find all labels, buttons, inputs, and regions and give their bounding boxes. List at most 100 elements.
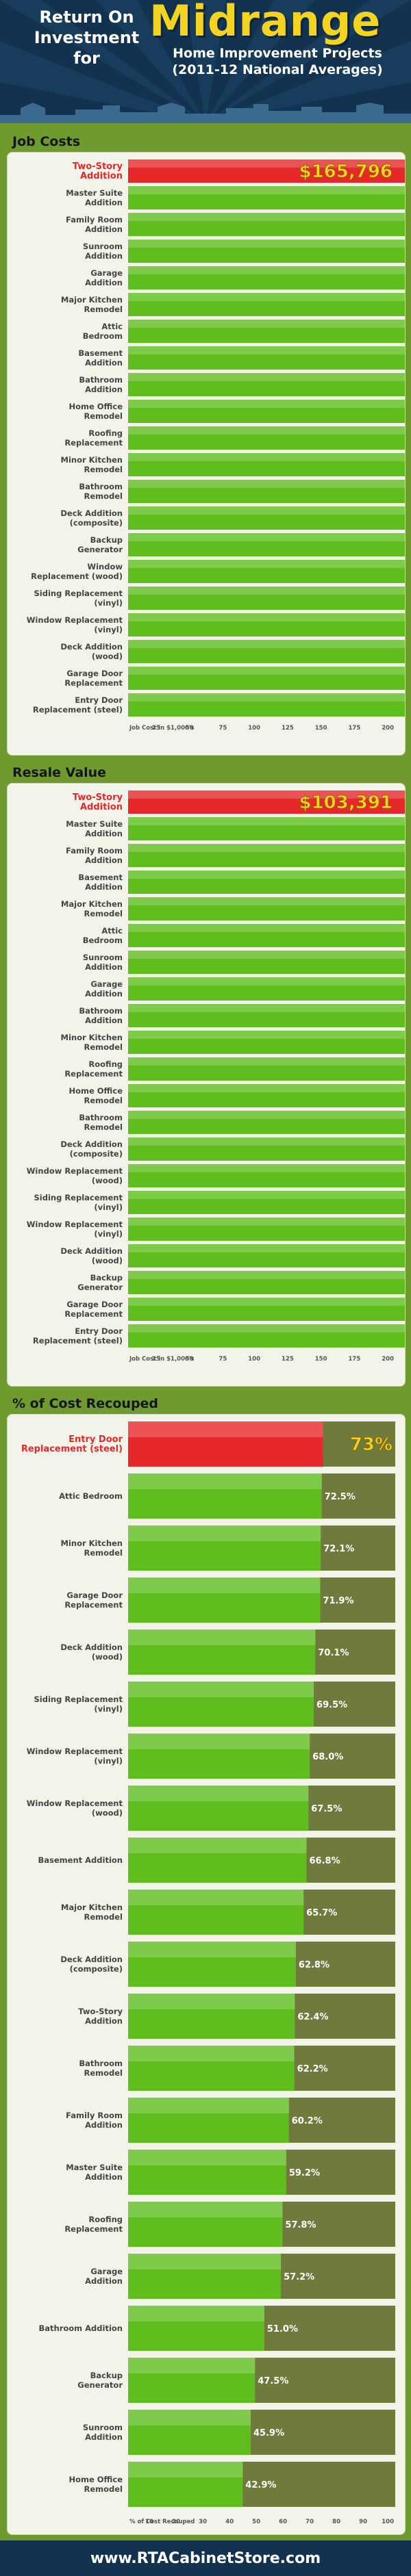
bar: [128, 951, 405, 974]
bar-shine: [128, 346, 405, 355]
bar-shine: [128, 2150, 286, 2166]
bar: [128, 293, 405, 316]
bar-shine: [128, 2462, 243, 2478]
bar-shine: [128, 817, 405, 825]
bar-shine: [128, 951, 405, 959]
category-label: Siding Replacement: [34, 1193, 123, 1202]
category-label: Addition: [85, 1016, 123, 1025]
chart-row: Deck Addition(wood)$ 10,350: [60, 640, 405, 663]
category-label: (wood): [92, 1176, 123, 1185]
bar-shine: [128, 924, 405, 932]
category-label: Remodel: [84, 465, 123, 474]
bar-shine: [128, 480, 405, 488]
category-label: Entry Door: [75, 1326, 123, 1336]
category-label: Window Replacement: [27, 1220, 123, 1229]
category-label: Replacement: [64, 1069, 123, 1079]
category-label: Generator: [77, 545, 123, 554]
chart-row: Deck Addition(wood)$ 7,259: [60, 1244, 405, 1267]
chart-row: Deck Addition(wood) 70.1%: [60, 1630, 395, 1675]
category-label: Garage Door: [66, 1590, 123, 1600]
bar-shine: [128, 240, 405, 248]
bar: [128, 1890, 304, 1935]
chart-row: Deck Addition(composite)$ 15,579: [60, 506, 405, 530]
category-label: Bathroom Addition: [38, 2323, 123, 2333]
chart-row: Siding Replacement(vinyl)$ 11,729: [34, 587, 405, 610]
bar-shine: [128, 587, 405, 595]
category-label: (wood): [92, 1652, 123, 1662]
category-label: (composite): [70, 1149, 123, 1159]
category-label: Deck Addition: [60, 1643, 123, 1652]
category-label: Attic Bedroom: [59, 1491, 123, 1501]
category-label: Family Room: [66, 846, 123, 855]
bar: [128, 693, 405, 717]
category-label: (wood): [92, 652, 123, 661]
footer-url-text: www.RTACabinetStore.com: [90, 2550, 321, 2567]
value-label: 66.8%: [310, 1856, 340, 1866]
bar: [128, 400, 405, 423]
header-subtitle-line1: Home Improvement Projects: [173, 46, 382, 61]
axis-tick-label: 30: [199, 2519, 207, 2525]
bar-shine: [128, 1324, 405, 1332]
category-label: Sunroom: [83, 2423, 123, 2432]
bar-shine: [128, 1218, 405, 1226]
bar-shine: [128, 1137, 405, 1146]
bar-shine: [128, 426, 405, 435]
bar: [128, 817, 405, 840]
bar: [128, 1525, 321, 1571]
bar: [128, 1244, 405, 1267]
bar: [128, 2306, 264, 2351]
bar-shine: [128, 1421, 323, 1438]
bar-shine: [128, 693, 405, 701]
chart-row: Bathroom Addition 51.0%: [38, 2306, 395, 2351]
bar: [128, 2254, 282, 2299]
bar: [128, 1218, 405, 1241]
category-label: Addition: [85, 2276, 123, 2286]
category-label: Two-Story: [73, 793, 123, 803]
bar: [128, 640, 405, 663]
bar: [128, 1994, 295, 2039]
bar-shine: [128, 2306, 264, 2322]
category-label: Major Kitchen: [61, 899, 123, 909]
category-label: Two-Story: [78, 2007, 123, 2016]
bar: [128, 2098, 289, 2143]
bar: [128, 977, 405, 1001]
bar: [128, 1004, 405, 1027]
category-label: Replacement: [64, 2224, 123, 2234]
value-label: 62.8%: [299, 1960, 329, 1970]
bar: [128, 1084, 405, 1107]
category-label: Addition: [85, 198, 123, 207]
chart-row: Deck Addition(composite)$ 9,780: [60, 1137, 405, 1161]
bar-shine: [128, 844, 405, 852]
bar: [128, 1421, 323, 1467]
bar: [128, 1473, 322, 1519]
value-label: 72.1%: [323, 1544, 354, 1554]
category-label: Window: [87, 562, 123, 571]
category-label: Addition: [85, 358, 123, 368]
bar-shine: [128, 506, 405, 515]
category-label: Replacement (steel): [21, 1444, 123, 1454]
category-label: Bathroom: [79, 482, 123, 491]
category-label: Addition: [85, 278, 123, 287]
bar-shine: [128, 1111, 405, 1119]
header-subtitle-line2: (2011-12 National Averages): [172, 62, 383, 77]
bar: [128, 426, 405, 450]
bar: [128, 667, 405, 690]
category-label: Minor Kitchen: [61, 1538, 123, 1548]
category-label: Sunroom: [83, 953, 123, 962]
bar-shine: [128, 1630, 316, 1646]
category-label: (vinyl): [94, 1229, 123, 1239]
axis-tick-label: 100: [382, 2519, 394, 2525]
category-label: Siding Replacement: [34, 589, 123, 598]
